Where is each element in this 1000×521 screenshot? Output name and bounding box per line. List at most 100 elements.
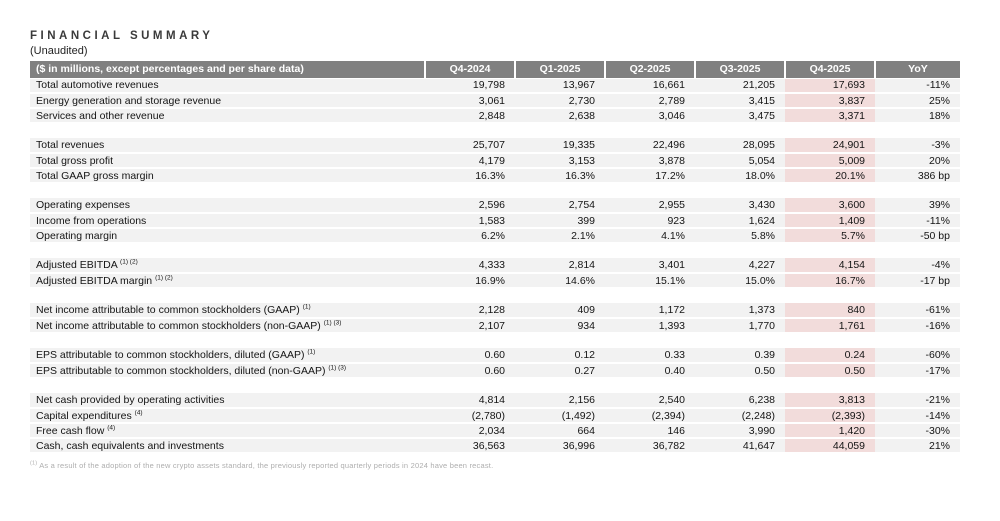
cell-value: 25,707 xyxy=(425,138,515,154)
cell-value: 6,238 xyxy=(695,393,785,409)
cell-value: -14% xyxy=(875,408,960,424)
cell-value: 0.33 xyxy=(605,348,695,364)
spacer-cell xyxy=(30,123,960,138)
cell-value: 19,335 xyxy=(515,138,605,154)
table-section: Net income attributable to common stockh… xyxy=(30,303,960,334)
cell-value: 3,990 xyxy=(695,423,785,439)
row-label: Cash, cash equivalents and investments xyxy=(30,438,425,454)
row-label: Total automotive revenues xyxy=(30,78,425,94)
table-row: Operating expenses 2,596 2,754 2,955 3,430 3,… xyxy=(30,198,960,214)
column-header-q4-2025: Q4-2025 xyxy=(784,61,875,79)
cell-value: (2,393) xyxy=(785,408,875,424)
cell-value: 19,798 xyxy=(425,78,515,94)
cell-value: 664 xyxy=(515,423,605,439)
cell-value: 1,583 xyxy=(425,213,515,229)
row-label: Free cash flow (4) xyxy=(30,423,425,439)
spacer-row xyxy=(30,243,960,258)
table-row: EPS attributable to common stockholders,… xyxy=(30,363,960,379)
cell-value: 5,054 xyxy=(695,153,785,169)
table-section: Adjusted EBITDA (1) (2) 4,333 2,814 3,401 4,… xyxy=(30,258,960,289)
table-row: Total gross profit 4,179 3,153 3,878 5,054 5,… xyxy=(30,153,960,169)
row-label: Capital expenditures (4) xyxy=(30,408,425,424)
cell-value: -16% xyxy=(875,318,960,334)
column-header-q3-2025: Q3-2025 xyxy=(694,61,785,79)
cell-value: -11% xyxy=(875,213,960,229)
cell-value: 4.1% xyxy=(605,228,695,244)
page-title: FINANCIAL SUMMARY xyxy=(30,30,214,42)
cell-value: 0.60 xyxy=(425,348,515,364)
table-row: Energy generation and storage revenue 3,0… xyxy=(30,93,960,109)
footnote-marker: (4) xyxy=(107,424,116,431)
cell-value: 16.7% xyxy=(785,273,875,289)
cell-value: 4,154 xyxy=(785,258,875,274)
column-header-q2-2025: Q2-2025 xyxy=(604,61,695,79)
column-header-q4-2024: Q4-2024 xyxy=(424,61,515,79)
table-header: ($ in millions, except percentages and p… xyxy=(30,61,960,79)
row-label: Operating margin xyxy=(30,228,425,244)
cell-value: 923 xyxy=(605,213,695,229)
cell-value: -11% xyxy=(875,78,960,94)
table-row: Services and other revenue 2,848 2,638 3,04… xyxy=(30,108,960,124)
cell-value: 2,596 xyxy=(425,198,515,214)
cell-value: 20% xyxy=(875,153,960,169)
cell-value: 13,967 xyxy=(515,78,605,94)
section-spacer xyxy=(30,378,960,393)
cell-value: 15.0% xyxy=(695,273,785,289)
cell-value: 0.50 xyxy=(695,363,785,379)
cell-value: 0.12 xyxy=(515,348,605,364)
table-row: Net cash provided by operating activitie… xyxy=(30,393,960,409)
cell-value: -17% xyxy=(875,363,960,379)
cell-value: 4,227 xyxy=(695,258,785,274)
cell-value: 36,996 xyxy=(515,438,605,454)
cell-value: 3,061 xyxy=(425,93,515,109)
cell-value: 21% xyxy=(875,438,960,454)
row-label: Income from operations xyxy=(30,213,425,229)
table-row: Net income attributable to common stockh… xyxy=(30,303,960,319)
cell-value: 2,955 xyxy=(605,198,695,214)
section-spacer xyxy=(30,243,960,258)
cell-value: 3,813 xyxy=(785,393,875,409)
cell-value: 1,409 xyxy=(785,213,875,229)
row-label: Adjusted EBITDA (1) (2) xyxy=(30,258,425,274)
cell-value: 3,475 xyxy=(695,108,785,124)
spacer-row xyxy=(30,378,960,393)
cell-value: 28,095 xyxy=(695,138,785,154)
cell-value: (2,780) xyxy=(425,408,515,424)
cell-value: 41,647 xyxy=(695,438,785,454)
cell-value: 1,624 xyxy=(695,213,785,229)
cell-value: 2,156 xyxy=(515,393,605,409)
spacer-cell xyxy=(30,378,960,393)
section-spacer xyxy=(30,333,960,348)
cell-value: 409 xyxy=(515,303,605,319)
cell-value: 2,789 xyxy=(605,93,695,109)
cell-value: 14.6% xyxy=(515,273,605,289)
cell-value: 3,837 xyxy=(785,93,875,109)
cell-value: 2,730 xyxy=(515,93,605,109)
cell-value: 24,901 xyxy=(785,138,875,154)
spacer-cell xyxy=(30,333,960,348)
cell-value: 6.2% xyxy=(425,228,515,244)
row-label: EPS attributable to common stockholders,… xyxy=(30,348,425,364)
footnote-marker: (4) xyxy=(134,409,143,416)
table-section: Net cash provided by operating activitie… xyxy=(30,393,960,454)
cell-value: 0.39 xyxy=(695,348,785,364)
cell-value: 4,814 xyxy=(425,393,515,409)
row-label: Adjusted EBITDA margin (1) (2) xyxy=(30,273,425,289)
spacer-row xyxy=(30,123,960,138)
cell-value: -21% xyxy=(875,393,960,409)
cell-value: 1,172 xyxy=(605,303,695,319)
cell-value: 1,761 xyxy=(785,318,875,334)
cell-value: 44,059 xyxy=(785,438,875,454)
cell-value: 17.2% xyxy=(605,168,695,184)
footnote-marker: (1) xyxy=(30,460,38,467)
cell-value: 4,179 xyxy=(425,153,515,169)
cell-value: 934 xyxy=(515,318,605,334)
spacer-cell xyxy=(30,243,960,258)
section-spacer xyxy=(30,288,960,303)
footnote-marker: (1) (3) xyxy=(323,319,342,326)
cell-value: 36,563 xyxy=(425,438,515,454)
table-row: Income from operations 1,583 399 923 1,624 1,… xyxy=(30,213,960,229)
cell-value: 2.1% xyxy=(515,228,605,244)
row-label: Net cash provided by operating activitie… xyxy=(30,393,425,409)
spacer-row xyxy=(30,183,960,198)
